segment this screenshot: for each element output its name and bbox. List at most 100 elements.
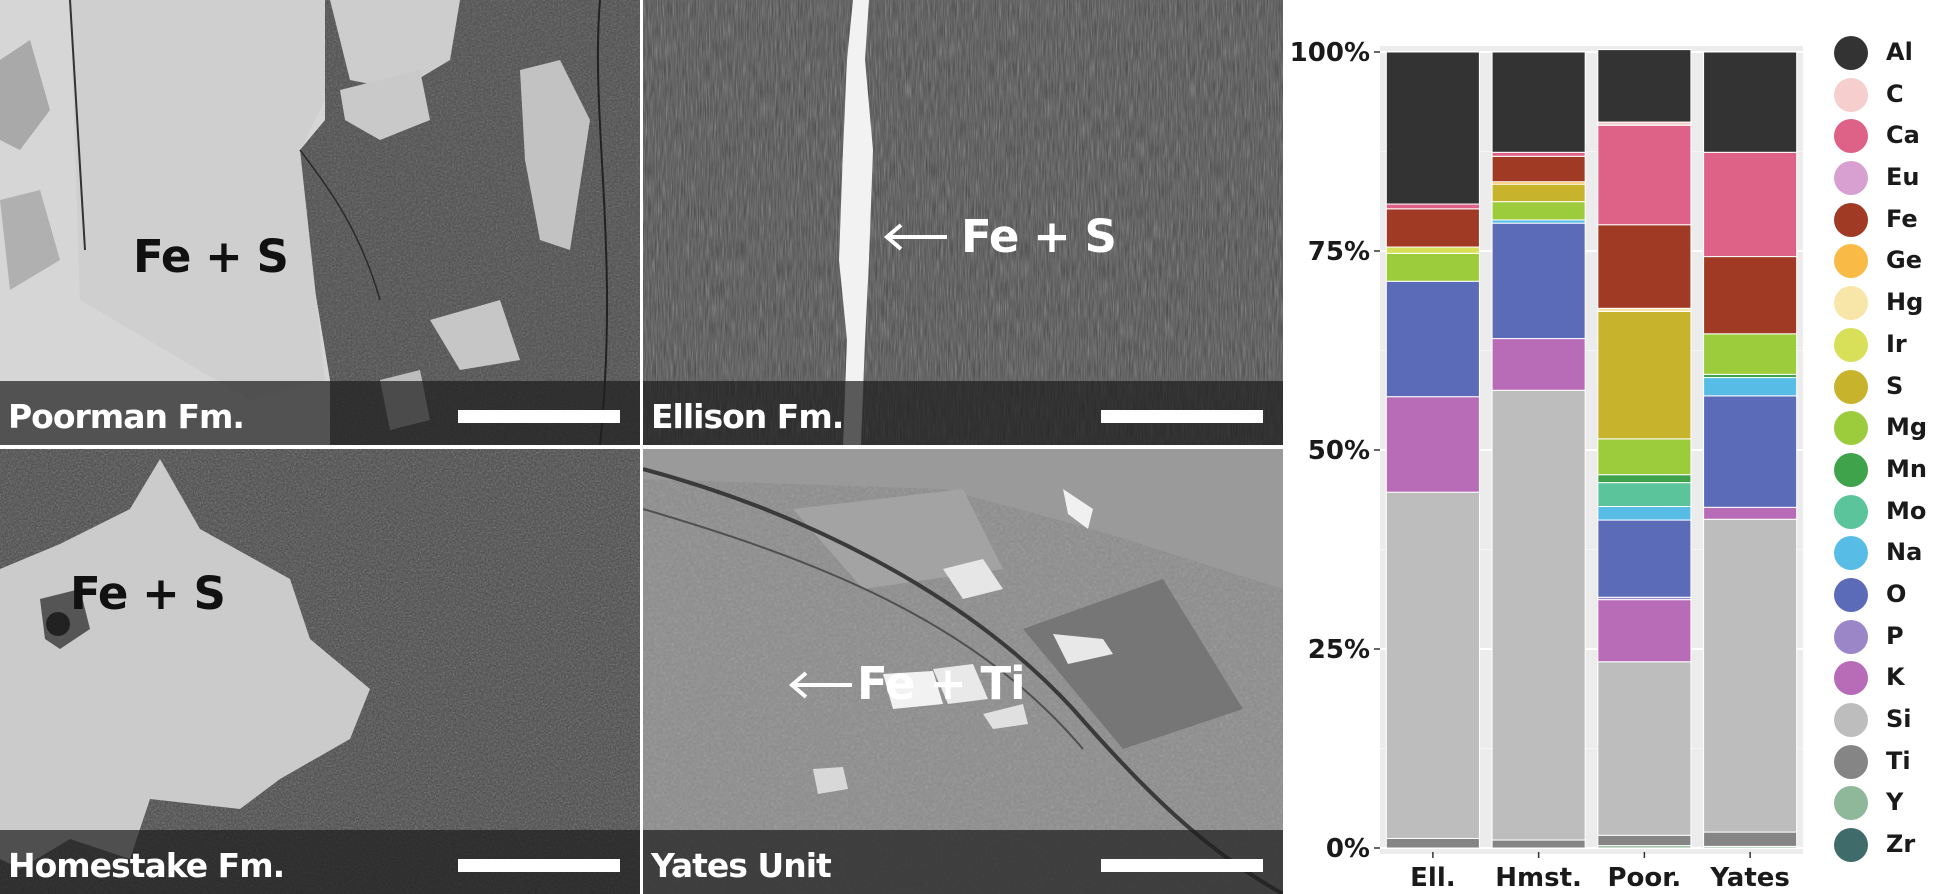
- legend-item-ir: Ir: [1832, 325, 1950, 367]
- bar-segment-s: [1491, 183, 1586, 203]
- legend-label: Fe: [1886, 204, 1918, 233]
- bar-segment-si: [1385, 491, 1480, 839]
- legend-label: S: [1886, 371, 1904, 400]
- legend-label: Mn: [1886, 454, 1927, 483]
- legend-swatch: [1834, 202, 1868, 237]
- legend-item-hg: Hg: [1832, 283, 1950, 325]
- bar-segment-fe: [1597, 224, 1692, 309]
- legend-item-zr: Zr: [1832, 825, 1950, 867]
- legend-swatch: [1834, 244, 1868, 279]
- legend-swatch: [1834, 786, 1868, 821]
- bar-segment-al: [1385, 51, 1480, 205]
- bar-segment-ti: [1597, 834, 1692, 847]
- legend-item-fe: Fe: [1832, 200, 1950, 242]
- y-tick-label: 100%: [1290, 38, 1370, 68]
- legend-item-ti: Ti: [1832, 742, 1950, 784]
- legend-label: Mo: [1886, 496, 1927, 525]
- legend-swatch: [1834, 411, 1868, 446]
- bar-segment-al: [1703, 51, 1798, 153]
- scale-bar: [458, 410, 620, 423]
- bar-segment-k: [1491, 338, 1586, 391]
- legend-swatch: [1834, 619, 1868, 654]
- bar-segment-s: [1597, 310, 1692, 440]
- legend-label: Al: [1886, 38, 1913, 66]
- micrograph-ellison-image: [643, 0, 1283, 445]
- bar-segment-ti: [1491, 839, 1586, 849]
- legend-swatch: [1834, 119, 1868, 154]
- bar-segment-na: [1703, 377, 1798, 397]
- legend: Al C Ca Eu Fe Ge Hg Ir S Mg Mn Mo Na O P K Si Ti Y Zr: [1832, 33, 1950, 867]
- legend-item-o: O: [1832, 575, 1950, 617]
- panel-caption: Ellison Fm.: [651, 397, 844, 436]
- micrograph-poorman: Fe + S Poorman Fm.: [0, 0, 640, 445]
- x-tick-label: Poor.: [1607, 863, 1681, 893]
- bar-segment-ti: [1385, 837, 1480, 849]
- bar-segment-fe: [1385, 208, 1480, 248]
- y-tick-label: 50%: [1308, 436, 1370, 466]
- arrow-icon: [883, 223, 947, 251]
- legend-swatch: [1834, 327, 1868, 362]
- bar-segment-fe: [1703, 256, 1798, 335]
- micrograph-poorman-image: [0, 0, 640, 445]
- legend-swatch: [1834, 744, 1868, 779]
- legend-item-p: P: [1832, 617, 1950, 659]
- bar-segment-ti: [1703, 831, 1798, 847]
- x-tick-label: Ell.: [1410, 863, 1455, 893]
- micrograph-yates-image: [643, 449, 1283, 894]
- bar-segment-o: [1703, 395, 1798, 508]
- legend-item-mo: Mo: [1832, 492, 1950, 534]
- element-composition-chart: 0% 25% 50% 75% 100% Ell. Hmst. Poor. Yates: [1290, 38, 1803, 893]
- legend-item-mn: Mn: [1832, 450, 1950, 492]
- bar-segment-si: [1703, 518, 1798, 833]
- scale-bar: [1101, 410, 1263, 423]
- legend-item-k: K: [1832, 658, 1950, 700]
- bar-segment-ca: [1385, 203, 1480, 210]
- bar-segment-ca: [1597, 124, 1692, 226]
- legend-item-na: Na: [1832, 533, 1950, 575]
- legend-swatch: [1834, 161, 1868, 196]
- bar-segment-si: [1491, 389, 1586, 841]
- legend-item-al: Al: [1832, 33, 1950, 75]
- bar-segment-ir: [1385, 246, 1480, 254]
- scale-bar: [458, 859, 620, 872]
- micrograph-homestake-image: [0, 449, 640, 894]
- legend-item-ca: Ca: [1832, 116, 1950, 158]
- legend-label: Mg: [1886, 413, 1928, 442]
- legend-label: Na: [1886, 538, 1923, 567]
- legend-label: Y: [1886, 788, 1904, 817]
- legend-swatch: [1834, 703, 1868, 737]
- bar-segment-al: [1491, 51, 1586, 153]
- legend-label: C: [1886, 79, 1904, 108]
- legend-label: Ca: [1886, 121, 1920, 150]
- legend-swatch: [1834, 77, 1868, 112]
- legend-swatch: [1834, 494, 1868, 529]
- legend-item-y: Y: [1832, 783, 1950, 825]
- legend-label: Ir: [1886, 329, 1907, 358]
- y-tick-label: 25%: [1308, 635, 1370, 665]
- panel-caption: Poorman Fm.: [8, 397, 245, 436]
- y-tick-label: 0%: [1326, 834, 1370, 864]
- micrograph-ellison: Fe + S Ellison Fm.: [643, 0, 1283, 445]
- legend-item-ge: Ge: [1832, 241, 1950, 283]
- legend-label: Eu: [1886, 163, 1920, 192]
- y-tick-label: 75%: [1308, 237, 1370, 267]
- arrow-icon: [788, 671, 852, 699]
- legend-item-mg: Mg: [1832, 408, 1950, 450]
- bar-segment-ca: [1491, 151, 1586, 157]
- bar-segment-k: [1703, 506, 1798, 520]
- scale-bar: [1101, 859, 1263, 872]
- bar-segment-mo: [1597, 482, 1692, 508]
- legend-label: O: [1886, 579, 1907, 608]
- panel-caption: Homestake Fm.: [8, 846, 285, 885]
- mineral-label: Fe + S: [133, 230, 289, 283]
- bar-segment-mg: [1491, 201, 1586, 221]
- panel-caption: Yates Unit: [651, 846, 832, 885]
- legend-swatch: [1834, 369, 1868, 404]
- mineral-label: Fe + Ti: [857, 657, 1026, 710]
- legend-item-s: S: [1832, 367, 1950, 409]
- legend-item-si: Si: [1832, 700, 1950, 742]
- legend-label: Si: [1886, 705, 1912, 733]
- bar-segment-k: [1597, 599, 1692, 663]
- bar-segment-al: [1597, 49, 1692, 123]
- bar-segment-o: [1385, 280, 1480, 398]
